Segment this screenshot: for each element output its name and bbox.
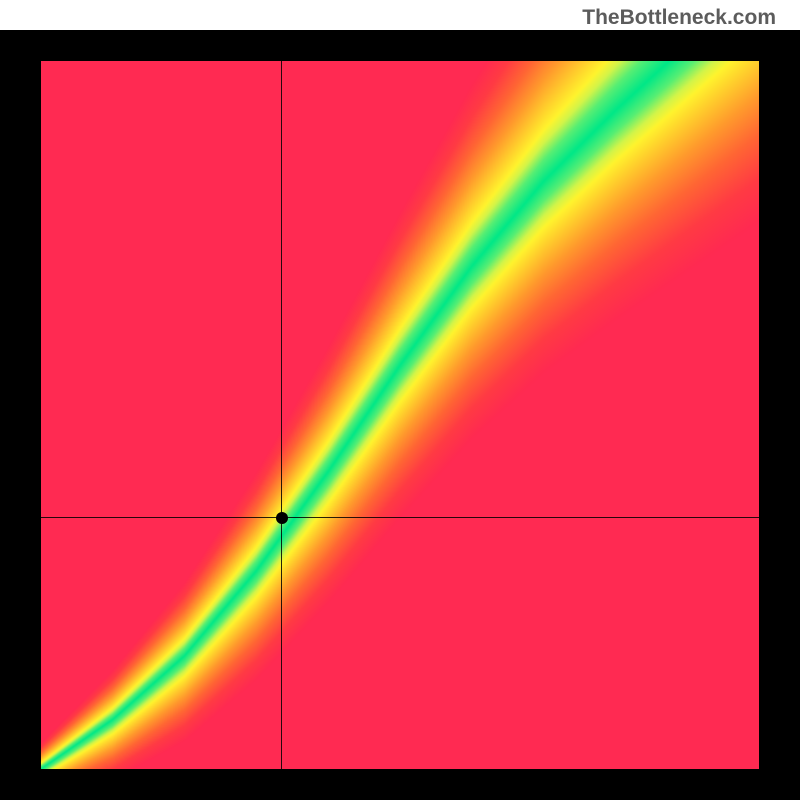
- crosshair-vertical: [281, 61, 282, 769]
- crosshair-horizontal: [41, 517, 759, 518]
- heatmap-canvas: [41, 61, 759, 769]
- datapoint-marker: [276, 512, 288, 524]
- heatmap-plot-area: [41, 61, 759, 769]
- chart-outer-frame: [0, 30, 800, 800]
- attribution-text: TheBottleneck.com: [582, 6, 776, 30]
